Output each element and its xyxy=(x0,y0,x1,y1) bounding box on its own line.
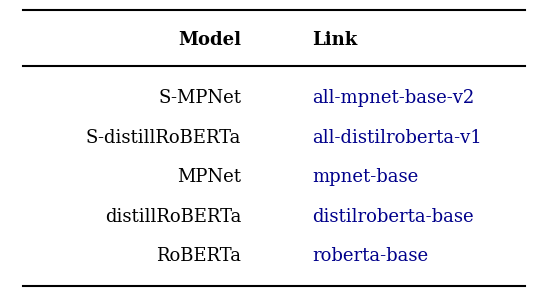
Text: roberta-base: roberta-base xyxy=(312,247,429,266)
Text: distillRoBERTa: distillRoBERTa xyxy=(105,208,241,226)
Text: S-distillRoBERTa: S-distillRoBERTa xyxy=(86,129,241,147)
Text: Model: Model xyxy=(178,30,241,49)
Text: RoBERTa: RoBERTa xyxy=(156,247,241,266)
Text: mpnet-base: mpnet-base xyxy=(312,168,419,186)
Text: distilroberta-base: distilroberta-base xyxy=(312,208,474,226)
Text: MPNet: MPNet xyxy=(178,168,241,186)
Text: all-mpnet-base-v2: all-mpnet-base-v2 xyxy=(312,89,475,107)
Text: Link: Link xyxy=(312,30,357,49)
Text: all-distilroberta-v1: all-distilroberta-v1 xyxy=(312,129,482,147)
Text: S-MPNet: S-MPNet xyxy=(158,89,241,107)
